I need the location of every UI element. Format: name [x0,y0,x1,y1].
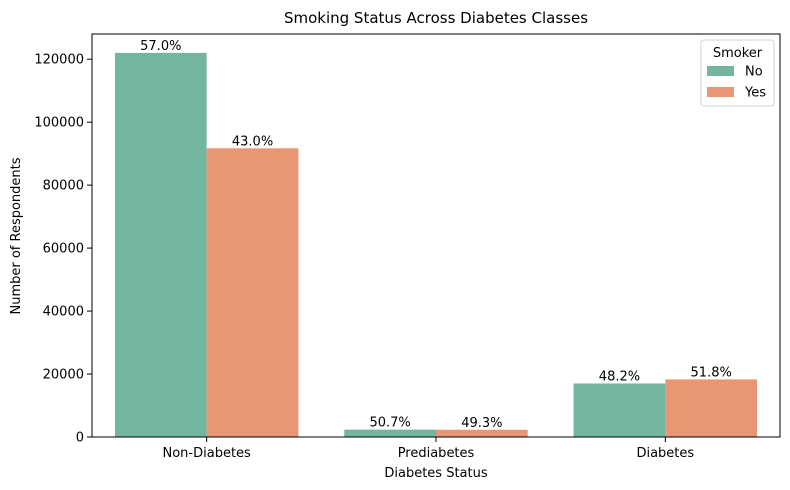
y-tick-label: 0 [76,431,84,446]
plot-frame [91,33,781,438]
data-label: 49.3% [461,416,502,431]
chart-title: Smoking Status Across Diabetes Classes [284,9,588,27]
legend-swatch-yes [707,87,734,97]
y-tick-label: 80000 [43,179,84,194]
data-label: 50.7% [369,416,410,431]
bar-no-diabetes [573,383,666,437]
x-tick-label: Prediabetes [398,446,475,461]
y-tick-label: 120000 [34,53,84,68]
x-axis-title: Diabetes Status [384,466,487,481]
data-label: 43.0% [232,134,273,149]
y-tick-label: 100000 [34,116,84,131]
plot-area: 57.0% 43.0% Non-Diabetes 50.7% 49.3% Prediabe… [34,33,781,461]
y-tick-label: 60000 [43,242,84,257]
y-tick-label: 40000 [43,305,84,320]
bar-yes-non-diabetes [206,148,299,438]
legend-label-no: No [745,65,763,80]
bar-yes-diabetes [665,379,758,437]
legend-title: Smoker [713,46,763,61]
y-tick-label: 20000 [43,368,84,383]
bar-yes-prediabetes [436,429,528,437]
y-axis-title: Number of Respondents [9,157,24,314]
legend: Smoker No Yes [700,39,775,107]
x-tick-label: Diabetes [636,446,694,461]
data-label: 48.2% [599,369,640,384]
legend-label-yes: Yes [744,86,766,101]
legend-swatch-no [707,66,734,76]
data-label: 57.0% [140,39,181,54]
bar-no-prediabetes [344,429,436,437]
bar-no-non-diabetes [114,52,207,437]
data-label: 51.8% [691,365,732,380]
x-tick-label: Non-Diabetes [163,446,252,461]
